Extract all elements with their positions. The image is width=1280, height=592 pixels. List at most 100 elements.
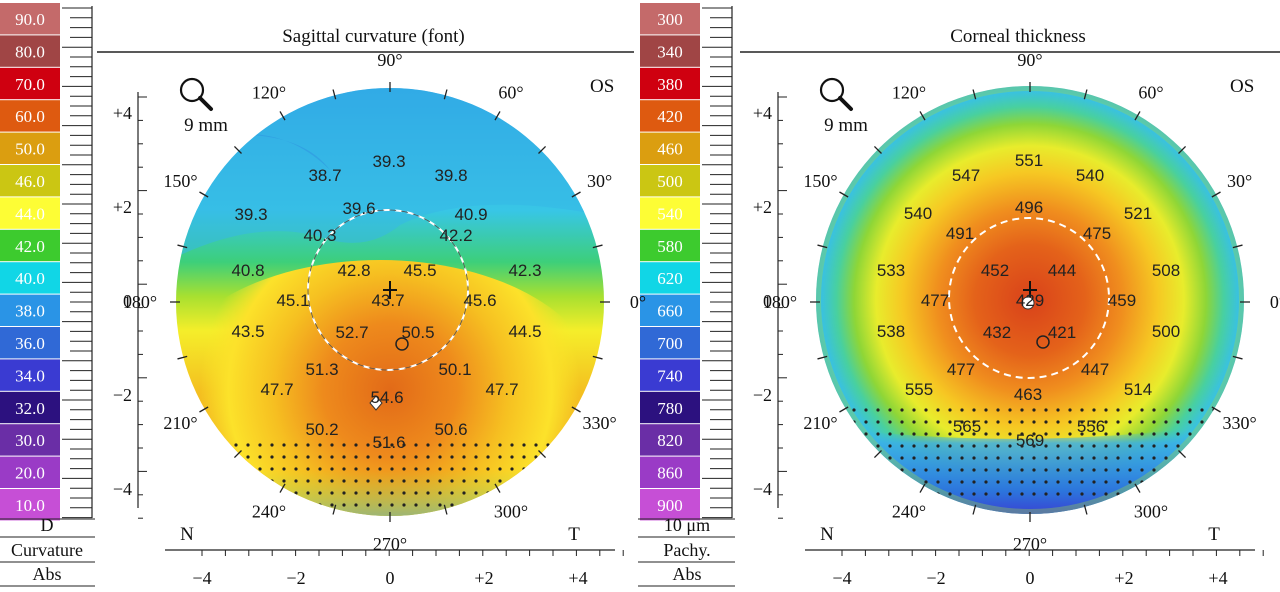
right-missing-data-dot (984, 432, 988, 436)
right-angle-label: 60° (1138, 82, 1163, 102)
right-missing-data-dot (1032, 444, 1036, 448)
left-missing-data-dot (438, 503, 442, 507)
right-missing-data-dot (1188, 492, 1192, 496)
right-missing-data-dot (960, 456, 964, 460)
right-angle-tick (919, 483, 926, 493)
right-missing-data-dot (1128, 468, 1132, 472)
right-scale-swatch (640, 327, 700, 359)
right-scale-label: 780 (657, 399, 683, 418)
left-missing-data-dot (354, 455, 358, 459)
right-angle-tick (873, 450, 882, 459)
left-missing-data-dot (354, 491, 358, 495)
left-missing-data-dot (558, 467, 562, 471)
left-missing-data-dot (570, 503, 574, 507)
right-missing-data-dot (1176, 456, 1180, 460)
left-missing-data-dot (294, 479, 298, 483)
right-missing-data-dot (852, 456, 856, 460)
left-missing-data-dot (270, 467, 274, 471)
left-angle-tick (538, 450, 547, 459)
right-missing-data-dot (1056, 444, 1060, 448)
right-missing-data-dot (1104, 456, 1108, 460)
right-missing-data-dot (1032, 468, 1036, 472)
right-missing-data-dot (984, 444, 988, 448)
left-angle-tick (177, 244, 188, 249)
right-missing-data-dot (972, 408, 976, 412)
left-curvature-value: 39.3 (372, 152, 405, 171)
right-missing-data-dot (888, 420, 892, 424)
left-missing-data-dot (270, 455, 274, 459)
left-missing-data-dot (366, 491, 370, 495)
left-missing-data-dot (198, 491, 202, 495)
right-missing-data-dot (1140, 456, 1144, 460)
right-missing-data-dot (1020, 432, 1024, 436)
right-missing-data-dot (1020, 492, 1024, 496)
left-missing-data-dot (246, 503, 250, 507)
right-missing-data-dot (1164, 492, 1168, 496)
right-missing-data-dot (1140, 432, 1144, 436)
left-missing-data-dot (342, 455, 346, 459)
right-pupil-center-marker (1036, 335, 1050, 349)
left-missing-data-dot (318, 443, 322, 447)
left-missing-data-dot (546, 467, 550, 471)
left-pupil-center-marker (395, 337, 409, 351)
right-magnifier-icon (819, 77, 845, 103)
right-angle-tick (839, 406, 849, 413)
left-scale-label: 44.0 (15, 204, 45, 223)
right-missing-data-dot (864, 492, 868, 496)
left-missing-data-dot (558, 479, 562, 483)
left-scale-swatch (0, 262, 60, 294)
right-missing-data-dot (1092, 480, 1096, 484)
right-missing-data-dot (924, 480, 928, 484)
left-missing-data-dot (438, 455, 442, 459)
right-missing-data-dot (1188, 408, 1192, 412)
right-scale-swatch (640, 359, 700, 391)
right-missing-data-dot (828, 444, 832, 448)
left-missing-data-dot (306, 443, 310, 447)
left-curvature-value: 50.1 (438, 360, 471, 379)
left-missing-data-dot (426, 467, 430, 471)
left-missing-data-dot (270, 443, 274, 447)
left-missing-data-dot (522, 455, 526, 459)
right-missing-data-dot (1176, 420, 1180, 424)
left-missing-data-dot (198, 503, 202, 507)
right-missing-data-dot (1140, 492, 1144, 496)
right-missing-data-dot (1188, 420, 1192, 424)
right-scale-label: 380 (657, 75, 683, 94)
left-missing-data-dot (210, 455, 214, 459)
right-thickness-value: 444 (1048, 261, 1076, 280)
right-y-tick-label: 0 (763, 291, 772, 311)
left-missing-data-dot (546, 479, 550, 483)
right-missing-data-dot (828, 480, 832, 484)
left-missing-data-dot (510, 479, 514, 483)
right-missing-data-dot (1128, 408, 1132, 412)
left-scale-label: 70.0 (15, 75, 45, 94)
left-missing-data-dot (534, 467, 538, 471)
right-missing-data-dot (852, 492, 856, 496)
right-angle-tick (1232, 355, 1243, 360)
left-missing-data-dot (414, 479, 418, 483)
right-missing-data-dot (1116, 432, 1120, 436)
right-missing-data-dot (948, 492, 952, 496)
left-missing-data-dot (390, 479, 394, 483)
left-x-tick-label: +4 (568, 568, 587, 588)
left-angle-tick (233, 145, 242, 154)
right-missing-data-dot (1200, 456, 1204, 460)
right-missing-data-dot (1164, 456, 1168, 460)
left-missing-data-dot (318, 479, 322, 483)
left-missing-data-dot (570, 443, 574, 447)
left-missing-data-dot (354, 467, 358, 471)
left-missing-data-dot (402, 467, 406, 471)
left-y-tick-label: +4 (113, 103, 132, 123)
left-missing-data-dot (402, 479, 406, 483)
right-missing-data-dot (828, 468, 832, 472)
right-missing-data-dot (936, 420, 940, 424)
right-missing-data-dot (1104, 492, 1108, 496)
left-angle-label: 90° (377, 50, 402, 70)
right-missing-data-dot (1140, 480, 1144, 484)
right-missing-data-dot (1020, 480, 1024, 484)
left-missing-data-dot (498, 443, 502, 447)
right-missing-data-dot (864, 480, 868, 484)
right-scale-label: 900 (657, 496, 683, 515)
right-y-tick-label: +4 (753, 103, 772, 123)
